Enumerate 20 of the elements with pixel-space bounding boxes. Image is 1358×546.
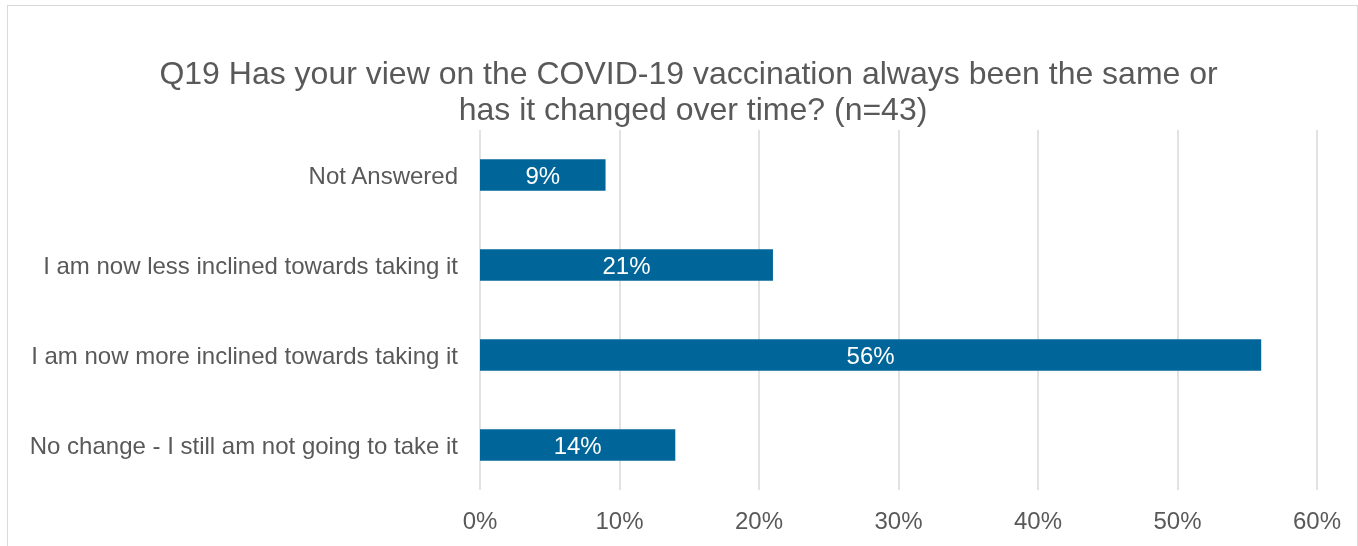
bar — [480, 249, 773, 281]
bar — [480, 159, 606, 191]
x-tick-label: 40% — [1013, 506, 1063, 534]
bar — [480, 429, 676, 461]
data-label: 14% — [553, 431, 602, 459]
x-tick-label: 10% — [595, 506, 644, 534]
y-tick-label: No change - I still am not going to take it — [29, 431, 459, 459]
bar — [480, 339, 1262, 371]
data-label: 21% — [602, 251, 651, 279]
x-tick-label: 30% — [874, 506, 923, 534]
x-tick-label: 20% — [734, 506, 784, 534]
x-tick-label: 50% — [1153, 506, 1202, 534]
chart-title: Q19 Has your view on the COVID-19 vaccination always been the same or has it changed over time? (n=43) — [159, 55, 1227, 127]
x-tick-label: 60% — [1292, 506, 1342, 534]
x-tick-label: 0% — [462, 506, 498, 534]
y-tick-label: Not Answered — [308, 161, 458, 189]
y-tick-label: I am now more inclined towards taking it — [31, 341, 459, 369]
data-label: 56% — [846, 341, 895, 369]
y-tick-label: I am now less inclined towards taking it — [43, 251, 459, 279]
data-label: 9% — [525, 161, 561, 189]
